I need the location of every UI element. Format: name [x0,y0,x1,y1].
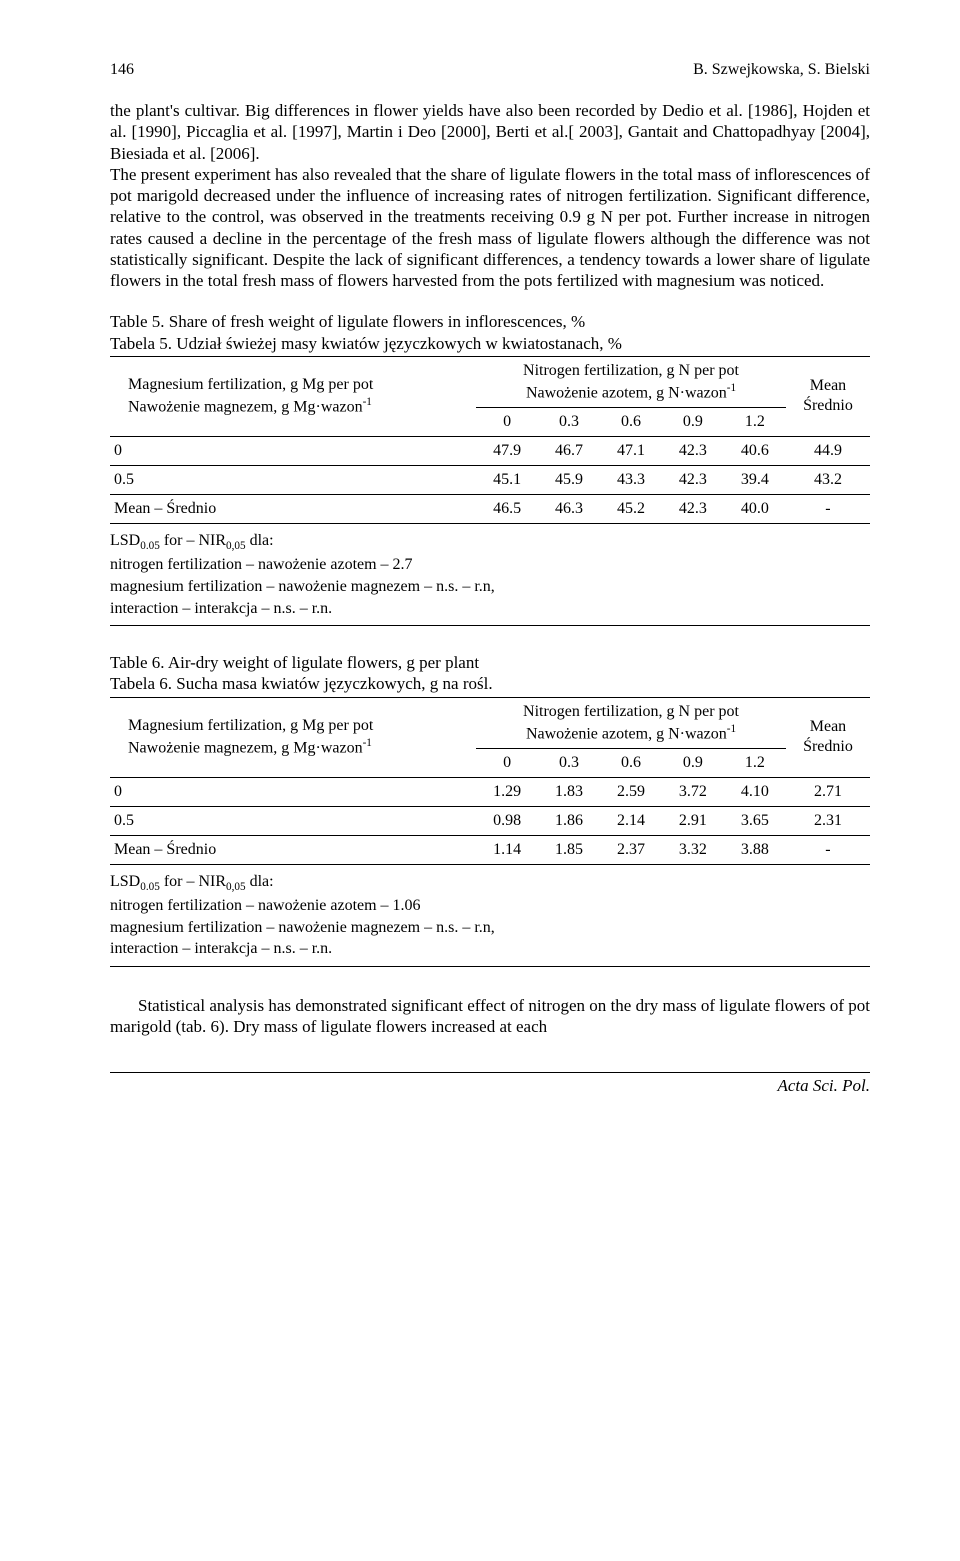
page-footer: Acta Sci. Pol. [110,1072,870,1096]
table5-caption: Table 5. Share of fresh weight of ligula… [110,311,870,354]
table5-colheader: Nitrogen fertilization, g N per pot Nawo… [476,356,786,407]
body-paragraph-1: the plant's cultivar. Big differences in… [110,100,870,291]
table-row: 0.5 45.1 45.9 43.3 42.3 39.4 43.2 [110,466,870,495]
table5: Magnesium fertilization, g Mg per pot Na… [110,356,870,524]
table6-colheader: Nitrogen fertilization, g N per pot Nawo… [476,697,786,748]
table-row: 0 47.9 46.7 47.1 42.3 40.6 44.9 [110,437,870,466]
table5-end-rule [110,625,870,626]
page-header: 146 B. Szwejkowska, S. Bielski [110,60,870,80]
table-row: 0 1.29 1.83 2.59 3.72 4.10 2.71 [110,777,870,806]
table-row-mean: Mean – Średnio 1.14 1.85 2.37 3.32 3.88 … [110,835,870,864]
table-row-mean: Mean – Średnio 46.5 46.3 45.2 42.3 40.0 … [110,495,870,524]
table6-caption: Table 6. Air-dry weight of ligulate flow… [110,652,870,695]
table5-rowheader: Magnesium fertilization, g Mg per pot Na… [110,356,476,436]
table6: Magnesium fertilization, g Mg per pot Na… [110,697,870,865]
body-paragraph-3: Statistical analysis has demonstrated si… [110,995,870,1038]
table5-lsd: LSD0.05 for – NIR0,05 dla: nitrogen fert… [110,530,870,619]
table6-end-rule [110,966,870,967]
table6-rowheader: Magnesium fertilization, g Mg per pot Na… [110,697,476,777]
page-number: 146 [110,60,134,80]
header-authors: B. Szwejkowska, S. Bielski [693,60,870,80]
table6-lsd: LSD0.05 for – NIR0,05 dla: nitrogen fert… [110,871,870,960]
table5-mean-header: Mean Średnio [786,356,870,436]
table-row: 0.5 0.98 1.86 2.14 2.91 3.65 2.31 [110,806,870,835]
table6-mean-header: Mean Średnio [786,697,870,777]
